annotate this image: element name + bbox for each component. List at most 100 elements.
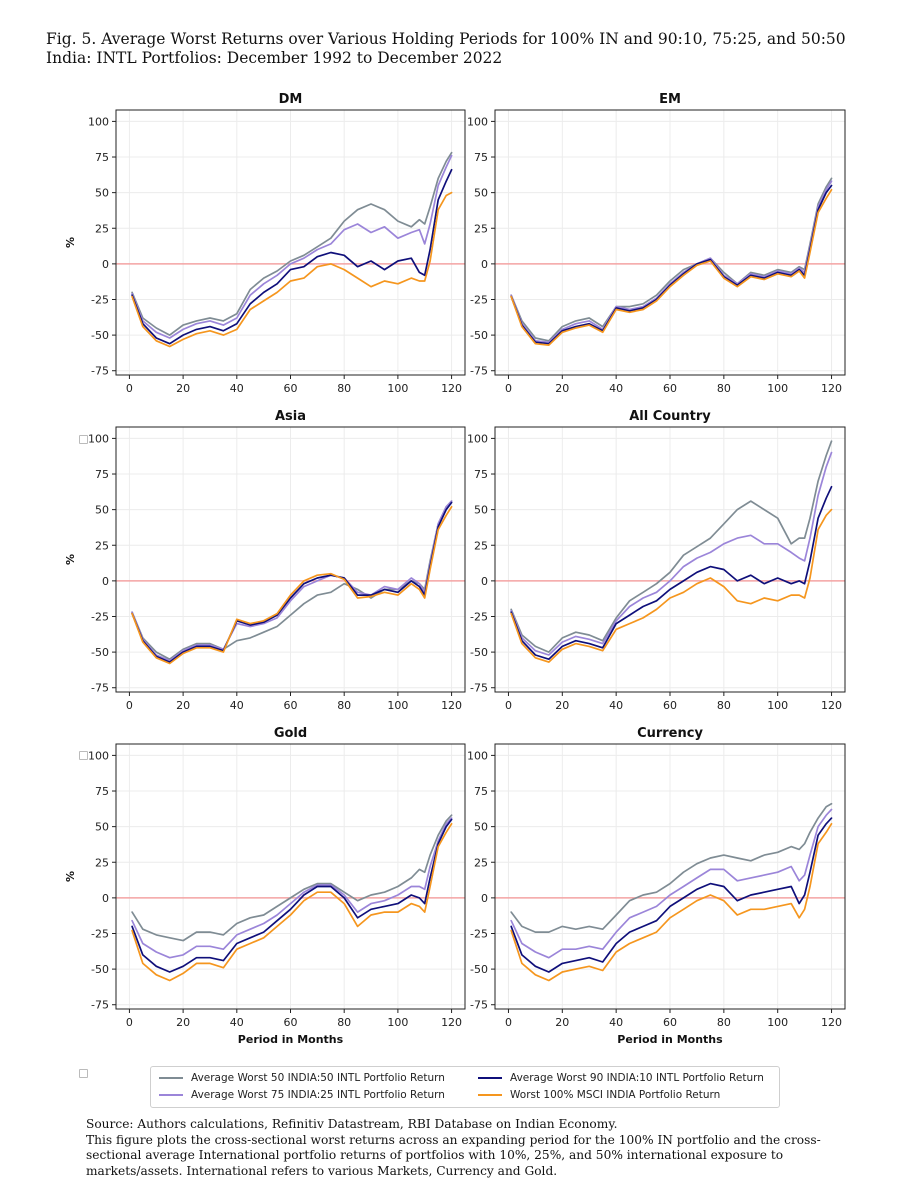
x-tick-label: 40: [609, 1016, 623, 1029]
y-tick-label: -25: [91, 610, 109, 623]
x-tick-label: 100: [767, 699, 788, 712]
y-tick-label: 100: [467, 432, 488, 445]
x-tick-label: 120: [441, 699, 462, 712]
x-tick-label: 80: [717, 1016, 731, 1029]
series-line-s100: [510, 508, 833, 663]
x-tick-label: 20: [176, 1016, 190, 1029]
x-tick-label: 60: [663, 382, 677, 395]
y-tick-label: 25: [95, 222, 109, 235]
panel-em: 0 20 40 60 80 100 120 -75 -50 -25 0 25 50 75 100 EM: [467, 92, 846, 395]
y-tick-label: -75: [91, 999, 109, 1012]
y-tick-label: -50: [470, 963, 488, 976]
series-line-s100: [131, 191, 453, 348]
legend-swatch-s75: [159, 1094, 183, 1096]
x-tick-label: 60: [663, 699, 677, 712]
panel-gold: 0 20 40 60 80 100 120 -75 -50 -25 0 25 50 75 100 Gold% P…: [64, 726, 466, 1046]
x-tick-label: 60: [284, 382, 298, 395]
series-line-s100: [510, 822, 833, 982]
y-tick-label: -50: [91, 329, 109, 342]
x-tick-label: 60: [284, 1016, 298, 1029]
legend-label-s75: Average Worst 75 INDIA:25 INTL Portfolio…: [191, 1089, 445, 1101]
y-tick-label: 0: [481, 258, 488, 271]
y-axis-label: %: [64, 871, 77, 882]
x-tick-label: 20: [555, 382, 569, 395]
x-tick-label: 0: [505, 382, 512, 395]
figure-description: This figure plots the cross-sectional wo…: [86, 1132, 821, 1178]
x-tick-label: 20: [555, 1016, 569, 1029]
panel-asia: 0 20 40 60 80 100 120 -75 -50 -25 0 25 50 75 100 Asia%: [64, 409, 466, 712]
legend-swatch-s90: [478, 1077, 502, 1079]
series-line-s75: [131, 500, 453, 662]
x-tick-label: 80: [717, 382, 731, 395]
x-tick-label: 120: [821, 1016, 842, 1029]
y-tick-label: -50: [91, 646, 109, 659]
y-tick-label: -50: [91, 963, 109, 976]
y-tick-label: 75: [95, 468, 109, 481]
y-tick-label: 50: [474, 187, 488, 200]
series-line-s90: [131, 818, 453, 973]
y-tick-label: 50: [95, 504, 109, 517]
y-tick-label: -75: [470, 365, 488, 378]
legend-label-s50: Average Worst 50 INDIA:50 INTL Portfolio…: [191, 1072, 445, 1084]
series-line-s90: [510, 817, 833, 973]
x-tick-label: 0: [126, 699, 133, 712]
y-tick-label: 0: [102, 892, 109, 905]
y-tick-label: 75: [95, 785, 109, 798]
legend-item-s75: Average Worst 75 INDIA:25 INTL Portfolio…: [159, 1089, 445, 1101]
x-tick-label: 0: [126, 1016, 133, 1029]
checkbox-artifact-3: [79, 1069, 88, 1078]
x-tick-label: 60: [284, 699, 298, 712]
figure-title: Fig. 5. Average Worst Returns over Vario…: [46, 30, 846, 67]
series-line-s100: [510, 188, 833, 346]
y-tick-label: 50: [95, 187, 109, 200]
series-line-s90: [131, 501, 453, 663]
y-tick-label: 75: [95, 151, 109, 164]
panel-title: DM: [279, 92, 303, 107]
y-tick-label: -25: [470, 610, 488, 623]
series-line-s100: [131, 505, 453, 665]
x-tick-label: 40: [230, 1016, 244, 1029]
x-tick-label: 80: [337, 382, 351, 395]
x-tick-label: 40: [230, 382, 244, 395]
x-tick-label: 40: [609, 699, 623, 712]
y-tick-label: -25: [470, 293, 488, 306]
legend-label-s100: Worst 100% MSCI INDIA Portfolio Return: [510, 1089, 721, 1101]
x-tick-label: 80: [337, 699, 351, 712]
y-tick-label: 0: [481, 892, 488, 905]
legend: Average Worst 50 INDIA:50 INTL Portfolio…: [150, 1066, 780, 1108]
y-tick-label: 0: [102, 575, 109, 588]
panel-title: Asia: [275, 409, 306, 424]
legend-item-s100: Worst 100% MSCI INDIA Portfolio Return: [478, 1089, 720, 1101]
series-line-s50: [131, 814, 453, 942]
legend-label-s90: Average Worst 90 INDIA:10 INTL Portfolio…: [510, 1072, 764, 1084]
x-tick-label: 120: [821, 699, 842, 712]
y-tick-label: 100: [88, 749, 109, 762]
x-tick-label: 20: [176, 699, 190, 712]
x-tick-label: 100: [387, 699, 408, 712]
x-tick-label: 100: [767, 382, 788, 395]
chart-grid: 0 20 40 60 80 100 120 -75 -50 -25 0 25 50 75 100 DM% 0 20…: [64, 92, 846, 1046]
y-tick-label: 25: [474, 222, 488, 235]
y-tick-label: -25: [470, 927, 488, 940]
y-tick-label: -75: [470, 682, 488, 695]
panel-currency: 0 20 40 60 80 100 120 -75 -50 -25 0 25 50 75 100 Curren…: [467, 726, 846, 1046]
legend-item-s90: Average Worst 90 INDIA:10 INTL Portfolio…: [478, 1072, 764, 1084]
panel-all-country: 0 20 40 60 80 100 120 -75 -50 -25 0 25 50 75 100 All Co…: [467, 409, 846, 712]
x-tick-label: 20: [555, 699, 569, 712]
y-tick-label: 100: [88, 115, 109, 128]
legend-item-s50: Average Worst 50 INDIA:50 INTL Portfolio…: [159, 1072, 445, 1084]
source-note: Source: Authors calculations, Refinitiv …: [86, 1117, 846, 1179]
x-tick-label: 60: [663, 1016, 677, 1029]
legend-swatch-s100: [478, 1094, 502, 1096]
x-tick-label: 0: [505, 1016, 512, 1029]
x-tick-label: 120: [821, 382, 842, 395]
source-line: Source: Authors calculations, Refinitiv …: [86, 1117, 618, 1131]
x-tick-label: 80: [717, 699, 731, 712]
y-tick-label: 0: [481, 575, 488, 588]
x-tick-label: 100: [387, 382, 408, 395]
series-line-s75: [131, 154, 453, 339]
series-line-s50: [510, 177, 833, 342]
y-tick-label: 25: [474, 539, 488, 552]
series-line-s75: [131, 817, 453, 959]
y-tick-label: 75: [474, 785, 488, 798]
